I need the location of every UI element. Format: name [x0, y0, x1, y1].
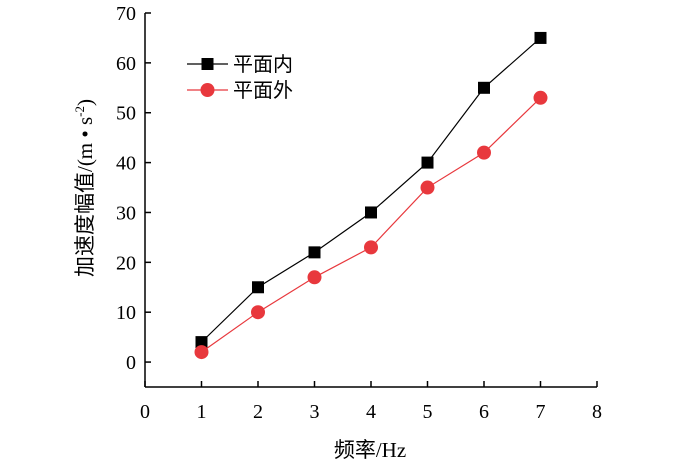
data-point-circle: [477, 145, 491, 160]
data-point-square: [252, 281, 264, 294]
y-tick-label: 20: [116, 252, 136, 274]
x-tick-label: 2: [253, 401, 263, 423]
y-ticks: 0 10 20 30 40 50 60 70: [116, 3, 151, 374]
y-tick-label: 40: [116, 153, 136, 175]
y-tick-label: 30: [116, 202, 136, 224]
y-tick-label: 70: [116, 3, 136, 25]
legend-marker-square: [201, 58, 214, 70]
data-point-circle: [251, 305, 265, 320]
y-axis-title-close: ): [73, 99, 97, 106]
x-tick-label: 0: [140, 401, 150, 423]
data-point-square: [534, 31, 547, 44]
series-layer: [194, 31, 548, 360]
x-tick-label: 5: [423, 401, 433, 423]
legend-label: 平面外: [233, 79, 293, 102]
x-tick-label: 8: [592, 401, 602, 423]
y-tick-label: 10: [116, 302, 136, 324]
data-point-circle: [194, 345, 209, 360]
x-tick-label: 4: [366, 401, 376, 423]
data-point-square: [308, 246, 321, 259]
x-tick-label: 6: [479, 401, 489, 423]
y-axis-title-sup: -2: [72, 106, 87, 117]
y-tick-label: 0: [126, 352, 136, 374]
data-point-square: [478, 81, 490, 94]
data-point-circle: [420, 180, 435, 195]
y-axis-title-main: 加速度幅值/(m • s: [73, 117, 97, 277]
x-axis-title: 频率/Hz: [334, 438, 406, 462]
data-point-square: [421, 156, 434, 169]
data-point-circle: [307, 270, 322, 285]
data-point-square: [365, 206, 377, 219]
legend-label: 平面内: [233, 53, 293, 76]
y-tick-label: 60: [116, 53, 136, 75]
x-tick-label: 7: [536, 401, 546, 423]
x-ticks: 0 1 2 3 4 5 6 7 8: [140, 381, 602, 423]
legend-marker-circle: [200, 83, 215, 97]
data-point-circle: [364, 240, 378, 255]
x-tick-label: 3: [310, 401, 320, 423]
y-tick-label: 50: [116, 103, 136, 125]
x-tick-label: 1: [197, 401, 207, 423]
data-point-circle: [533, 90, 548, 105]
data-point-square: [195, 336, 208, 349]
y-axis-title: 加速度幅值/(m • s-2): [72, 99, 97, 277]
